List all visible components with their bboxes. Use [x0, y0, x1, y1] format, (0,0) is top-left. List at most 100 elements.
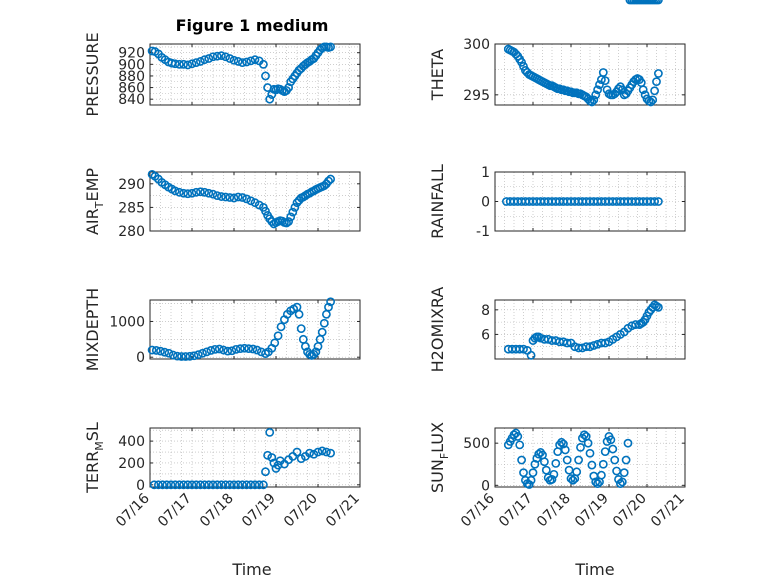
data-point — [568, 475, 578, 485]
data-point — [526, 475, 536, 485]
data-point — [252, 345, 262, 355]
data-point — [315, 334, 325, 344]
x-tick-label: 07/20 — [610, 491, 650, 531]
data-point — [242, 194, 251, 204]
data-point — [261, 467, 270, 477]
y-tick-label: 0 — [136, 478, 145, 494]
data-point — [153, 480, 163, 490]
data-point — [300, 342, 310, 351]
data-point — [185, 351, 195, 361]
data-point — [286, 212, 296, 222]
data-point — [258, 480, 268, 490]
y-tick-label: 400 — [118, 434, 145, 450]
data-point — [267, 217, 277, 226]
x-tick-label: 07/20 — [281, 491, 321, 531]
data-point — [326, 448, 335, 458]
data-point — [621, 455, 631, 465]
data-point — [566, 474, 576, 483]
data-point — [258, 59, 268, 69]
x-tick-label: 07/17 — [155, 491, 195, 531]
y-tick-label: 300 — [463, 37, 490, 53]
data-point — [164, 348, 174, 358]
axes-box — [149, 171, 361, 232]
data-point — [172, 351, 182, 361]
data-point — [189, 351, 199, 361]
data-point — [317, 446, 327, 456]
data-point — [151, 346, 161, 355]
data-point — [598, 68, 608, 77]
data-point — [591, 477, 601, 487]
data-point — [326, 174, 335, 184]
data-point — [191, 58, 201, 67]
data-point — [174, 59, 184, 69]
y-axis-label: RAINFALL — [428, 164, 447, 239]
data-point — [229, 193, 239, 203]
y-tick-label: 290 — [118, 177, 145, 193]
data-point — [654, 0, 663, 5]
data-point — [572, 467, 582, 477]
data-point — [162, 480, 172, 490]
subplot-mixdepth: 0 1000 MIXDEPTH — [83, 288, 361, 371]
data-point — [326, 297, 335, 307]
data-point — [208, 480, 218, 490]
data-point — [200, 55, 209, 65]
data-point — [200, 480, 209, 490]
data-point — [326, 42, 335, 52]
y-tick-label: 6 — [481, 327, 490, 343]
y-axis-label: AIRTEMP — [83, 168, 106, 235]
data-point — [579, 430, 589, 440]
data-point — [591, 90, 601, 100]
data-point — [612, 466, 621, 476]
data-point — [261, 71, 270, 81]
data-point — [248, 344, 258, 354]
data-point — [610, 455, 620, 465]
x-tick-label: 07/16 — [458, 490, 498, 530]
data-point — [229, 55, 239, 65]
data-point — [250, 480, 260, 490]
data-point — [551, 458, 561, 468]
data-point — [202, 347, 212, 357]
data-point — [593, 85, 602, 95]
y-tick-label: 860 — [118, 81, 145, 97]
y-tick-label: 295 — [463, 88, 490, 104]
y-tick-label: 8 — [481, 303, 490, 319]
data-point — [204, 480, 214, 490]
data-point — [237, 193, 247, 202]
data-point — [179, 480, 188, 490]
data-point — [170, 59, 180, 69]
subplot-rainfall: -1 0 1 RAINFALL — [428, 164, 686, 240]
y-axis-label: MIXDEPTH — [83, 288, 102, 371]
data-point — [549, 469, 559, 479]
data-point — [540, 457, 549, 467]
data-point — [574, 455, 583, 465]
data-point — [276, 322, 286, 332]
data-point — [179, 188, 188, 198]
data-point — [233, 480, 243, 490]
x-tick-label: 07/19 — [572, 491, 612, 531]
data-point — [195, 187, 205, 197]
data-point — [597, 470, 606, 480]
data-point — [231, 344, 241, 354]
data-point — [193, 350, 203, 360]
data-point — [284, 217, 293, 226]
data-point — [585, 448, 595, 458]
data-point — [587, 97, 597, 107]
figure-title: Figure 1 medium — [176, 16, 329, 35]
data-point — [246, 480, 256, 490]
data-point — [528, 468, 538, 478]
data-point — [541, 465, 551, 475]
data-point — [195, 57, 205, 66]
data-point — [235, 344, 245, 354]
data-point — [296, 454, 306, 463]
data-point — [290, 202, 300, 212]
data-point — [654, 302, 663, 312]
data-point — [210, 344, 220, 354]
data-point — [225, 480, 235, 490]
data-point — [183, 480, 193, 490]
data-point — [156, 346, 165, 356]
data-point — [174, 187, 184, 197]
data-point — [229, 480, 239, 490]
